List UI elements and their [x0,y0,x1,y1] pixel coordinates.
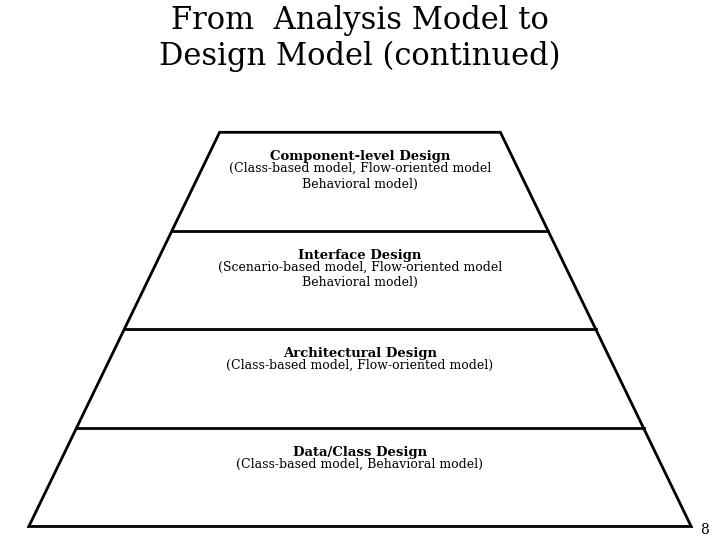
Text: (Class-based model, Flow-oriented model
Behavioral model): (Class-based model, Flow-oriented model … [229,162,491,191]
Text: 8: 8 [701,523,709,537]
Polygon shape [29,132,691,526]
Text: (Scenario-based model, Flow-oriented model
Behavioral model): (Scenario-based model, Flow-oriented mod… [218,260,502,289]
Text: (Class-based model, Behavioral model): (Class-based model, Behavioral model) [236,457,484,470]
Text: Component-level Design: Component-level Design [270,150,450,163]
Text: (Class-based model, Flow-oriented model): (Class-based model, Flow-oriented model) [226,359,494,372]
Text: From  Analysis Model to
Design Model (continued): From Analysis Model to Design Model (con… [159,5,561,72]
Text: Data/Class Design: Data/Class Design [293,446,427,458]
Text: Architectural Design: Architectural Design [283,347,437,360]
Text: Interface Design: Interface Design [298,248,422,261]
